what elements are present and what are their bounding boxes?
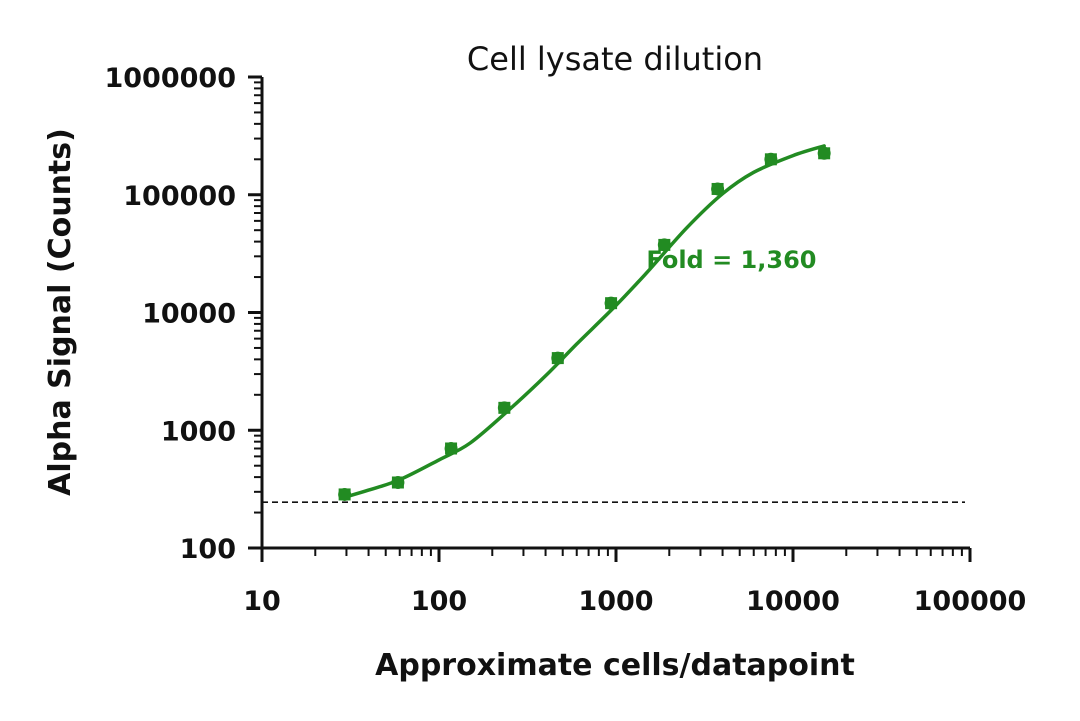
fit-curve [342, 144, 826, 499]
data-point-marker [818, 147, 831, 160]
x-tick-label: 100000 [914, 586, 1027, 617]
data-point-marker [658, 238, 671, 251]
plot-marks: Fold = 1,360 [262, 144, 965, 503]
x-tick-label: 100 [411, 586, 467, 617]
data-point-marker [764, 153, 777, 166]
data-point-marker [711, 182, 724, 195]
data-point-marker [391, 476, 404, 489]
data-point-marker [498, 401, 511, 414]
data-point-marker [551, 352, 564, 365]
fold-annotation: Fold = 1,360 [646, 246, 816, 274]
y-tick-label: 1000000 [104, 63, 236, 94]
axes: 10 100 1000 10000 10000010010001000010000010… [104, 63, 1026, 617]
x-tick-label: 10 [243, 586, 281, 617]
data-point-marker [445, 442, 458, 455]
y-tick-label: 100000 [123, 181, 236, 212]
x-tick-label: 10000 [746, 586, 840, 617]
chart-title: Cell lysate dilution [467, 40, 763, 78]
data-point-marker [605, 297, 618, 310]
x-tick-label: 1000 [578, 586, 653, 617]
data-point-marker [338, 488, 351, 501]
x-axis-title: Approximate cells/datapoint [375, 648, 855, 683]
y-tick-label: 100 [180, 534, 236, 565]
y-axis-title: Alpha Signal (Counts) [43, 128, 78, 496]
y-tick-label: 1000 [161, 416, 236, 447]
y-tick-label: 10000 [142, 299, 236, 330]
